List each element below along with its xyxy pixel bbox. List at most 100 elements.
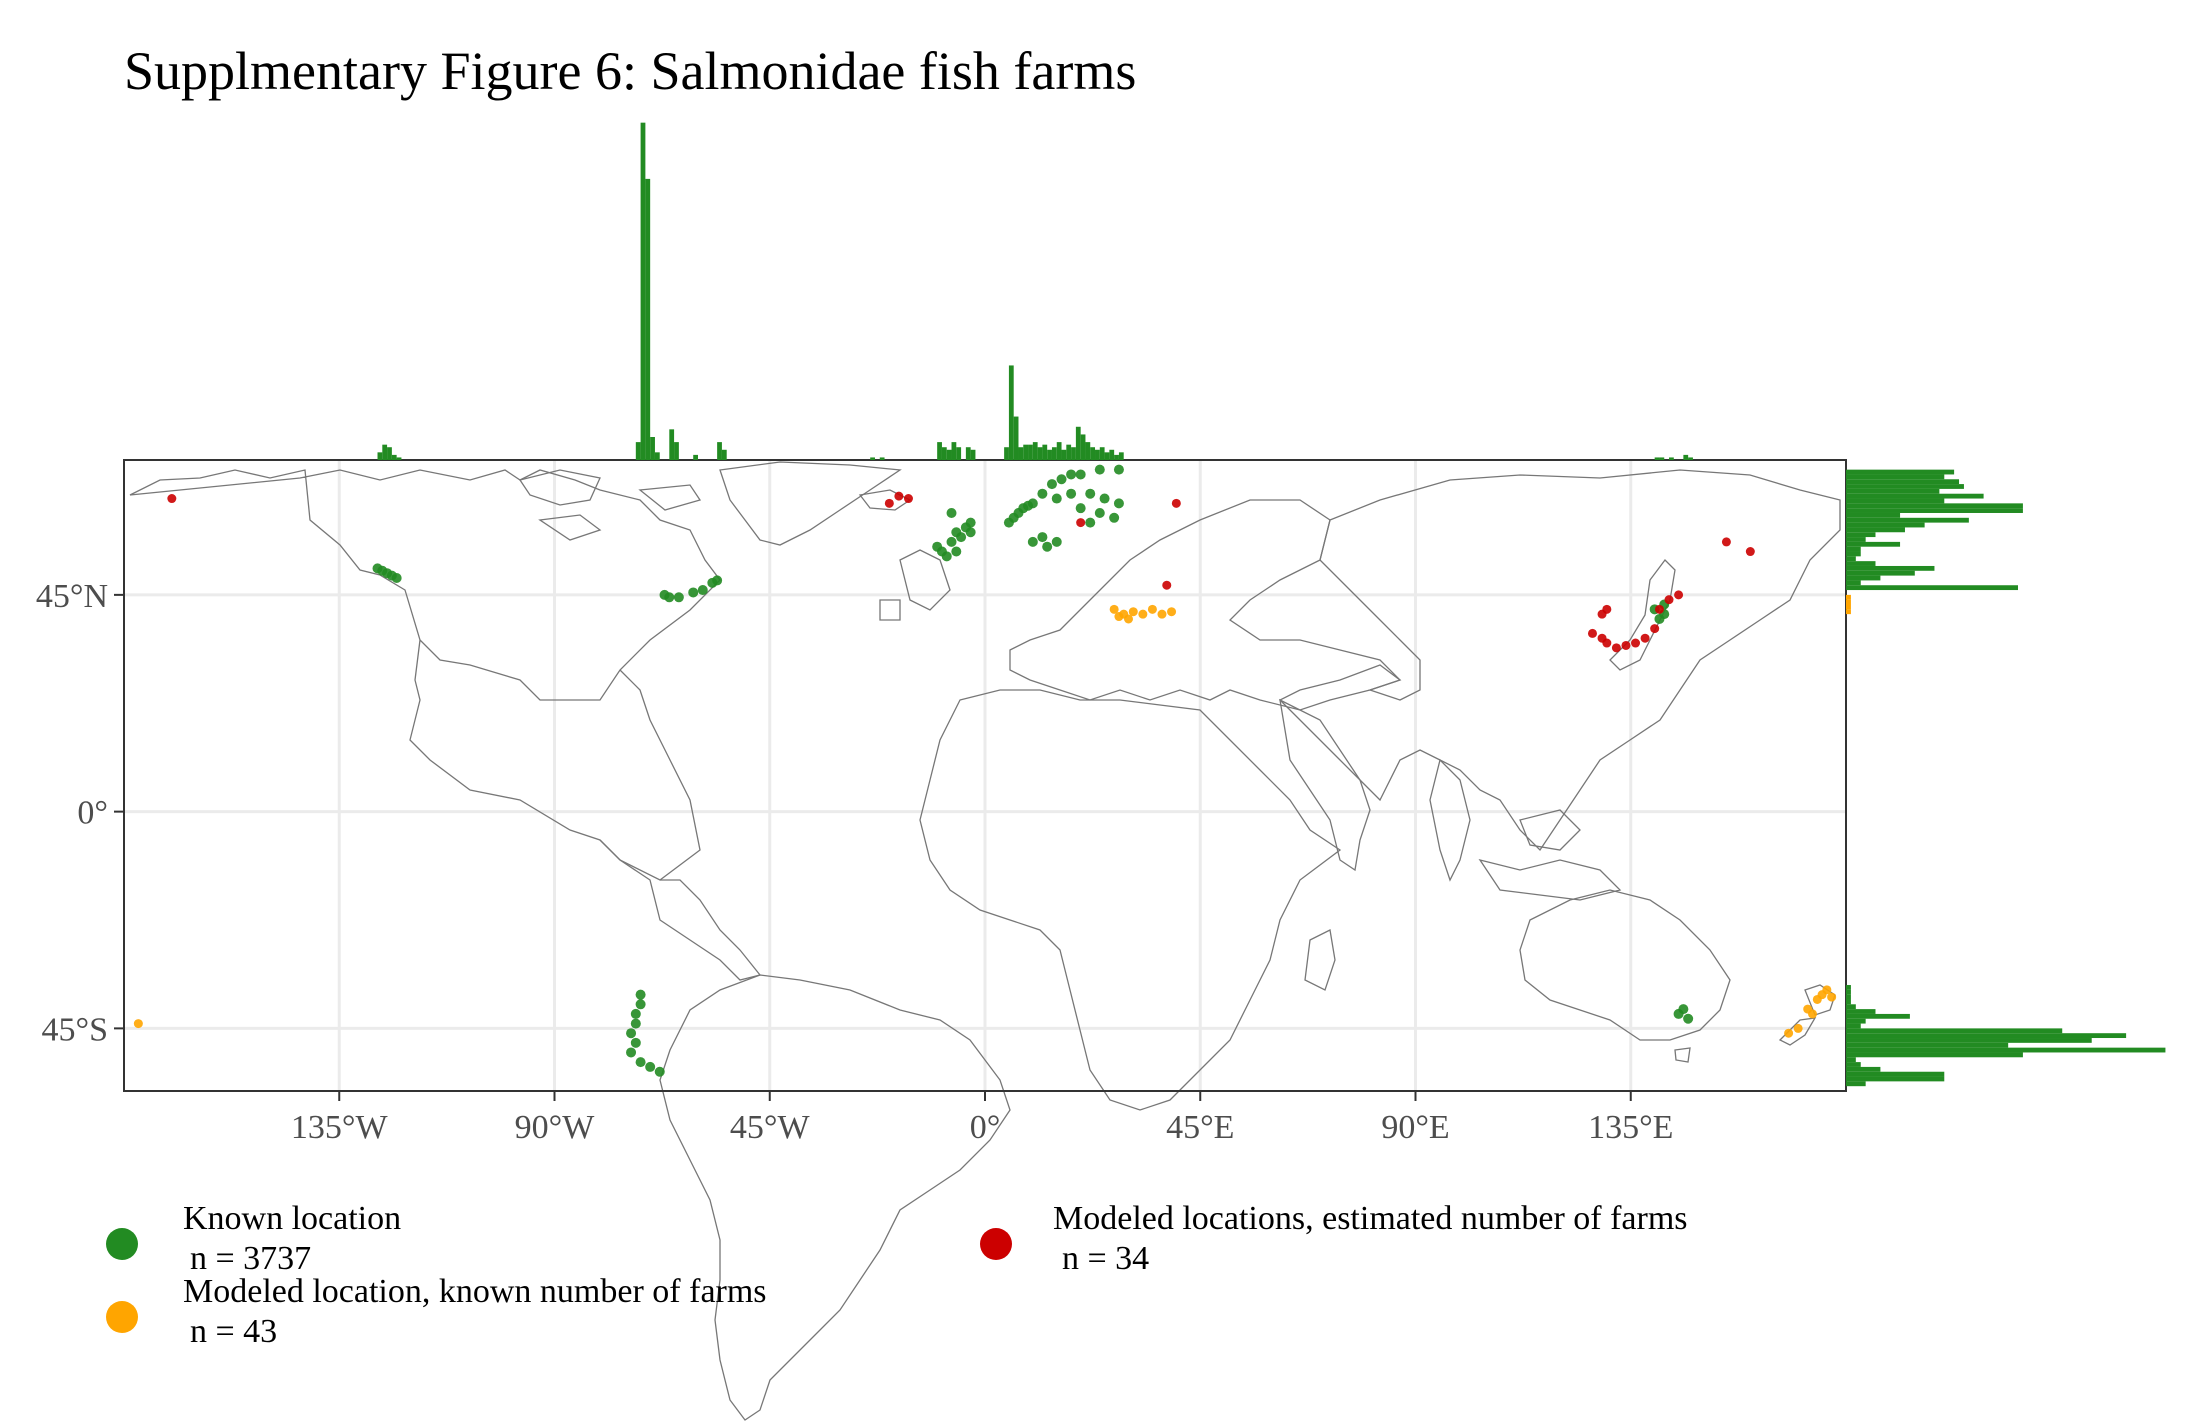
farm-point-modeled-estimated: [1587, 628, 1597, 638]
latitude-histogram-bar: [1846, 551, 1861, 557]
x-tick-label: 45°E: [1166, 1109, 1234, 1146]
legend-dot-known: [106, 1228, 138, 1260]
longitude-histogram-bar: [965, 447, 971, 460]
latitude-histogram-bar: [1846, 508, 2023, 513]
farm-point-known: [951, 546, 962, 557]
longitude-histogram-bar: [1118, 452, 1124, 460]
country-outlines: [129, 461, 1841, 1421]
farm-point-modeled-known-number: [1822, 985, 1832, 995]
longitude-histogram-bar: [951, 442, 957, 460]
farm-point-known: [697, 585, 708, 596]
longitude-histogram-bar: [1032, 442, 1038, 460]
legend-count-known: n = 3737: [190, 1240, 312, 1277]
south-america-outline: [659, 974, 1011, 1421]
x-tick-label: 45°W: [730, 1109, 811, 1146]
x-tick-label: 0°: [970, 1109, 1001, 1146]
longitude-histogram-bar: [717, 442, 722, 460]
latitude-histogram-bar: [1846, 474, 1945, 480]
longitude-histogram-bar: [1042, 444, 1048, 460]
africa-outline: [919, 689, 1342, 1111]
farm-point-known: [630, 1018, 641, 1029]
latitude-histogram-bar: [1846, 541, 1901, 547]
latitude-histogram-bar: [1846, 989, 1851, 995]
longitude-histogram-bar: [640, 122, 646, 461]
latitude-histogram-bar: [1846, 517, 1969, 523]
longitude-histogram-bar: [1004, 447, 1009, 460]
latitude-histogram-bar: [1846, 488, 1940, 494]
farm-point-modeled-estimated: [1650, 624, 1660, 634]
y-tick-label: 0°: [77, 795, 108, 832]
farm-point-modeled-estimated: [1640, 633, 1650, 643]
farm-point-modeled-known-number: [1114, 612, 1124, 622]
latitude-histogram-bar: [1846, 1023, 1861, 1029]
longitude-histogram: [377, 122, 1693, 461]
farm-point-known: [635, 999, 646, 1010]
legend-label-known: Known location: [183, 1200, 402, 1237]
longitude-histogram-bar: [956, 447, 962, 460]
farm-point-modeled-known-number: [1109, 604, 1119, 614]
longitude-histogram-bar: [377, 452, 383, 460]
latitude-histogram-bar: [1846, 522, 1925, 528]
longitude-histogram-bar: [1080, 434, 1086, 460]
longitude-histogram-bar: [1688, 457, 1693, 460]
latitude-histogram-bar: [1846, 537, 1866, 542]
longitude-histogram-bar: [1023, 444, 1029, 460]
longitude-histogram-bar: [1018, 447, 1024, 460]
farm-point-modeled-known-number: [1784, 1028, 1794, 1038]
farm-point-known: [391, 573, 402, 584]
farm-point-known: [1051, 493, 1062, 504]
latitude-histogram-bar: [1846, 1052, 2023, 1058]
legend-count-modeled-known-number: n = 43: [190, 1313, 278, 1350]
x-tick-label: 135°W: [291, 1109, 389, 1146]
longitude-histogram-bar: [650, 437, 655, 460]
latitude-histogram-bar: [1846, 580, 1861, 586]
longitude-histogram-bar: [387, 447, 392, 460]
farm-point-modeled-estimated: [1621, 640, 1631, 650]
longitude-histogram-bar: [1051, 447, 1057, 460]
longitude-histogram-bar: [396, 457, 402, 460]
farm-point-known: [1085, 517, 1096, 528]
farm-point-known: [965, 527, 976, 538]
latitude-histogram-bar: [1846, 599, 1851, 605]
longitude-histogram-bar: [1061, 449, 1067, 460]
y-tick-label: 45°N: [36, 578, 108, 615]
farm-point-known: [1085, 488, 1096, 499]
asia-outline: [1278, 469, 1841, 852]
farm-point-known: [1037, 532, 1048, 543]
longitude-histogram-bar: [674, 442, 679, 460]
latitude-histogram-bar: [1846, 484, 1964, 489]
latitude-histogram-bar: [1846, 609, 1851, 615]
latitude-histogram-bar: [1846, 1057, 1856, 1063]
farm-point-modeled-estimated: [1597, 609, 1607, 619]
farm-point-known: [707, 577, 718, 588]
farm-point-known: [626, 1028, 637, 1039]
southeast-asia-outline: [1429, 758, 1622, 901]
farm-point-modeled-known-number: [1128, 607, 1138, 617]
farm-point-known: [382, 568, 393, 579]
farm-point-modeled-known-number: [1827, 992, 1837, 1002]
farm-point-modeled-estimated: [1674, 590, 1684, 600]
graticule-grid: [124, 460, 1846, 1091]
latitude-histogram-bar: [1846, 532, 1876, 538]
longitude-histogram-bar: [1066, 444, 1072, 460]
farm-point-modeled-estimated: [1654, 604, 1664, 614]
latitude-histogram-bar: [1846, 1071, 1945, 1077]
latitude-histogram-bar: [1846, 985, 1851, 990]
farm-point-known: [1113, 464, 1124, 475]
farm-point-known: [630, 1008, 641, 1019]
longitude-histogram-bar: [1114, 454, 1119, 460]
longitude-histogram-bar: [721, 449, 727, 460]
farm-point-known: [1066, 488, 1077, 499]
farm-point-known: [664, 592, 675, 603]
longitude-histogram-bar: [937, 442, 942, 460]
longitude-histogram-bar: [635, 442, 641, 460]
longitude-histogram-bar: [1654, 457, 1660, 460]
latitude-histogram-bar: [1846, 556, 1856, 562]
farm-point-known: [1066, 469, 1077, 480]
latitude-histogram-bar: [1846, 1009, 1876, 1014]
latitude-histogram-bar: [1846, 565, 1935, 571]
farm-point-modeled-estimated: [1664, 595, 1674, 605]
farm-point-modeled-estimated: [1721, 537, 1731, 547]
farm-point-modeled-known-number: [1138, 609, 1148, 619]
farm-point-modeled-known-number: [1147, 604, 1157, 614]
